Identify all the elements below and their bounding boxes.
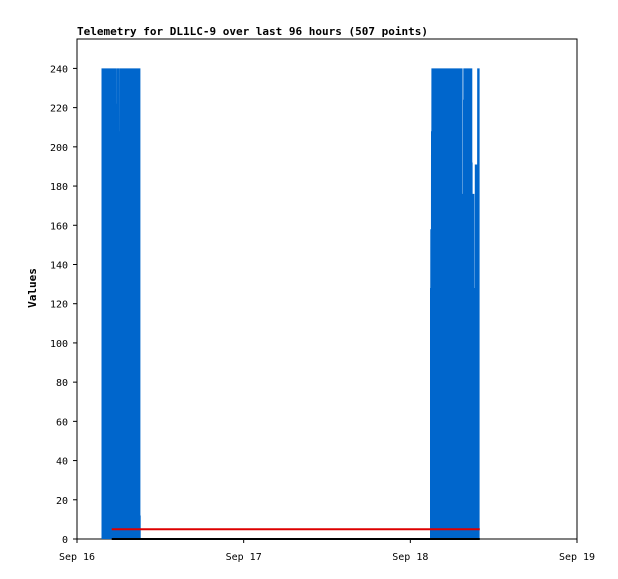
x-tick-label: Sep 18 — [392, 552, 428, 563]
y-tick-label: 220 — [50, 104, 68, 115]
y-tick-label: 140 — [50, 260, 68, 271]
y-tick-label: 160 — [50, 221, 68, 232]
x-axis: Sep 16 Sep 17 Sep 18 Sep 19 — [59, 539, 595, 563]
y-tick-label: 180 — [50, 182, 68, 193]
y-tick-label: 100 — [50, 339, 68, 350]
y-tick-label: 0 — [62, 535, 68, 546]
chart-title: Telemetry for DL1LC-9 over last 96 hours… — [77, 25, 428, 38]
x-tick-label: Sep 17 — [226, 552, 262, 563]
y-axis: 0 20 40 60 80 100 120 140 160 180 200 220 240 — [50, 64, 77, 546]
y-axis-label: Values — [26, 268, 39, 308]
y-tick-label: 40 — [56, 457, 68, 468]
y-tick-label: 60 — [56, 417, 68, 428]
y-tick-label: 20 — [56, 496, 68, 507]
x-tick-label: Sep 19 — [559, 552, 595, 563]
plot-frame — [76, 38, 578, 540]
y-tick-label: 200 — [50, 143, 68, 154]
x-tick-label: Sep 16 — [59, 552, 95, 563]
series-blue-line — [101, 68, 480, 540]
y-tick-label: 240 — [50, 64, 68, 75]
y-tick-label: 80 — [56, 378, 68, 389]
y-tick-label: 120 — [50, 300, 68, 311]
series-layer — [101, 68, 480, 540]
